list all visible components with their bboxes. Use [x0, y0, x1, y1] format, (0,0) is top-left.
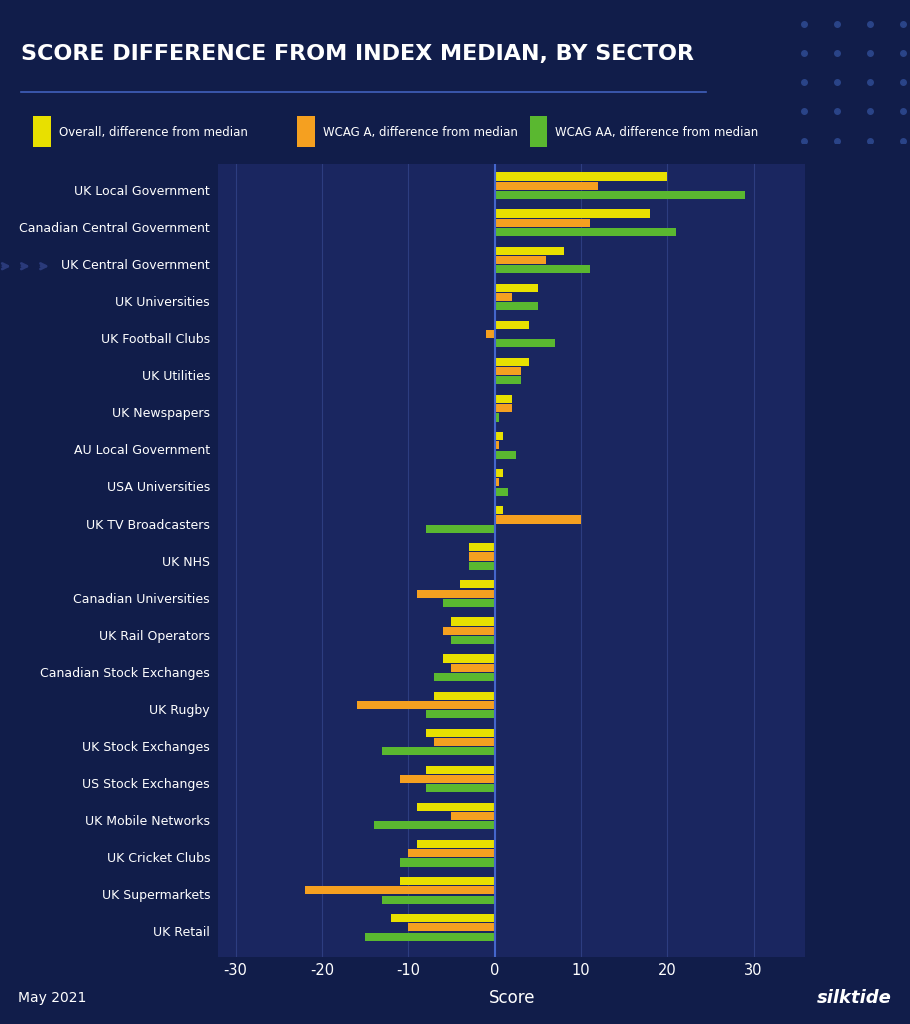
Bar: [495, 478, 499, 486]
Bar: [495, 321, 529, 329]
Text: May 2021: May 2021: [18, 991, 86, 1006]
Bar: [495, 219, 590, 227]
X-axis label: Score: Score: [489, 989, 535, 1008]
Bar: [451, 636, 495, 644]
Bar: [469, 553, 495, 560]
Bar: [417, 840, 495, 848]
Bar: [443, 654, 495, 663]
Bar: [495, 367, 521, 375]
Bar: [426, 766, 495, 774]
Bar: [426, 784, 495, 793]
Bar: [469, 543, 495, 551]
Bar: [495, 451, 516, 459]
Bar: [451, 664, 495, 672]
Bar: [495, 487, 508, 496]
Bar: [443, 599, 495, 607]
Bar: [495, 506, 503, 514]
Text: Overall, difference from median: Overall, difference from median: [59, 126, 248, 138]
Bar: [495, 265, 590, 273]
Bar: [426, 524, 495, 532]
Text: WCAG AA, difference from median: WCAG AA, difference from median: [555, 126, 759, 138]
Bar: [409, 849, 495, 857]
Bar: [495, 247, 563, 255]
Bar: [495, 515, 581, 523]
Bar: [399, 877, 495, 885]
Bar: [399, 775, 495, 783]
Bar: [495, 181, 598, 189]
Bar: [382, 896, 495, 903]
Bar: [399, 858, 495, 866]
Bar: [374, 821, 495, 829]
Bar: [417, 803, 495, 811]
Bar: [495, 377, 521, 384]
Bar: [495, 469, 503, 477]
Bar: [495, 210, 650, 218]
Bar: [495, 357, 529, 366]
Bar: [495, 404, 511, 413]
Bar: [495, 256, 546, 264]
Text: SCORE DIFFERENCE FROM INDEX MEDIAN, BY SECTOR: SCORE DIFFERENCE FROM INDEX MEDIAN, BY S…: [21, 43, 694, 63]
Bar: [417, 590, 495, 598]
Bar: [434, 738, 495, 746]
Bar: [382, 748, 495, 756]
Bar: [495, 432, 503, 440]
Bar: [495, 190, 745, 199]
Bar: [409, 924, 495, 932]
Bar: [426, 729, 495, 737]
Bar: [495, 293, 511, 301]
Bar: [443, 627, 495, 635]
Bar: [495, 302, 538, 310]
Bar: [495, 284, 538, 292]
Bar: [305, 886, 495, 894]
Bar: [469, 562, 495, 570]
Bar: [451, 812, 495, 820]
Bar: [434, 673, 495, 681]
Bar: [426, 710, 495, 718]
Bar: [434, 691, 495, 699]
Bar: [391, 914, 495, 923]
Bar: [495, 395, 511, 403]
Bar: [495, 441, 499, 450]
Bar: [495, 414, 499, 422]
Bar: [460, 581, 495, 589]
Bar: [357, 700, 495, 709]
Bar: [495, 172, 667, 180]
Text: silktide: silktide: [817, 989, 892, 1008]
Bar: [451, 617, 495, 626]
Bar: [486, 330, 495, 338]
Bar: [33, 117, 51, 147]
Bar: [495, 228, 676, 237]
Bar: [365, 933, 495, 941]
Bar: [298, 117, 315, 147]
Text: WCAG A, difference from median: WCAG A, difference from median: [323, 126, 518, 138]
Bar: [530, 117, 547, 147]
Bar: [495, 339, 555, 347]
